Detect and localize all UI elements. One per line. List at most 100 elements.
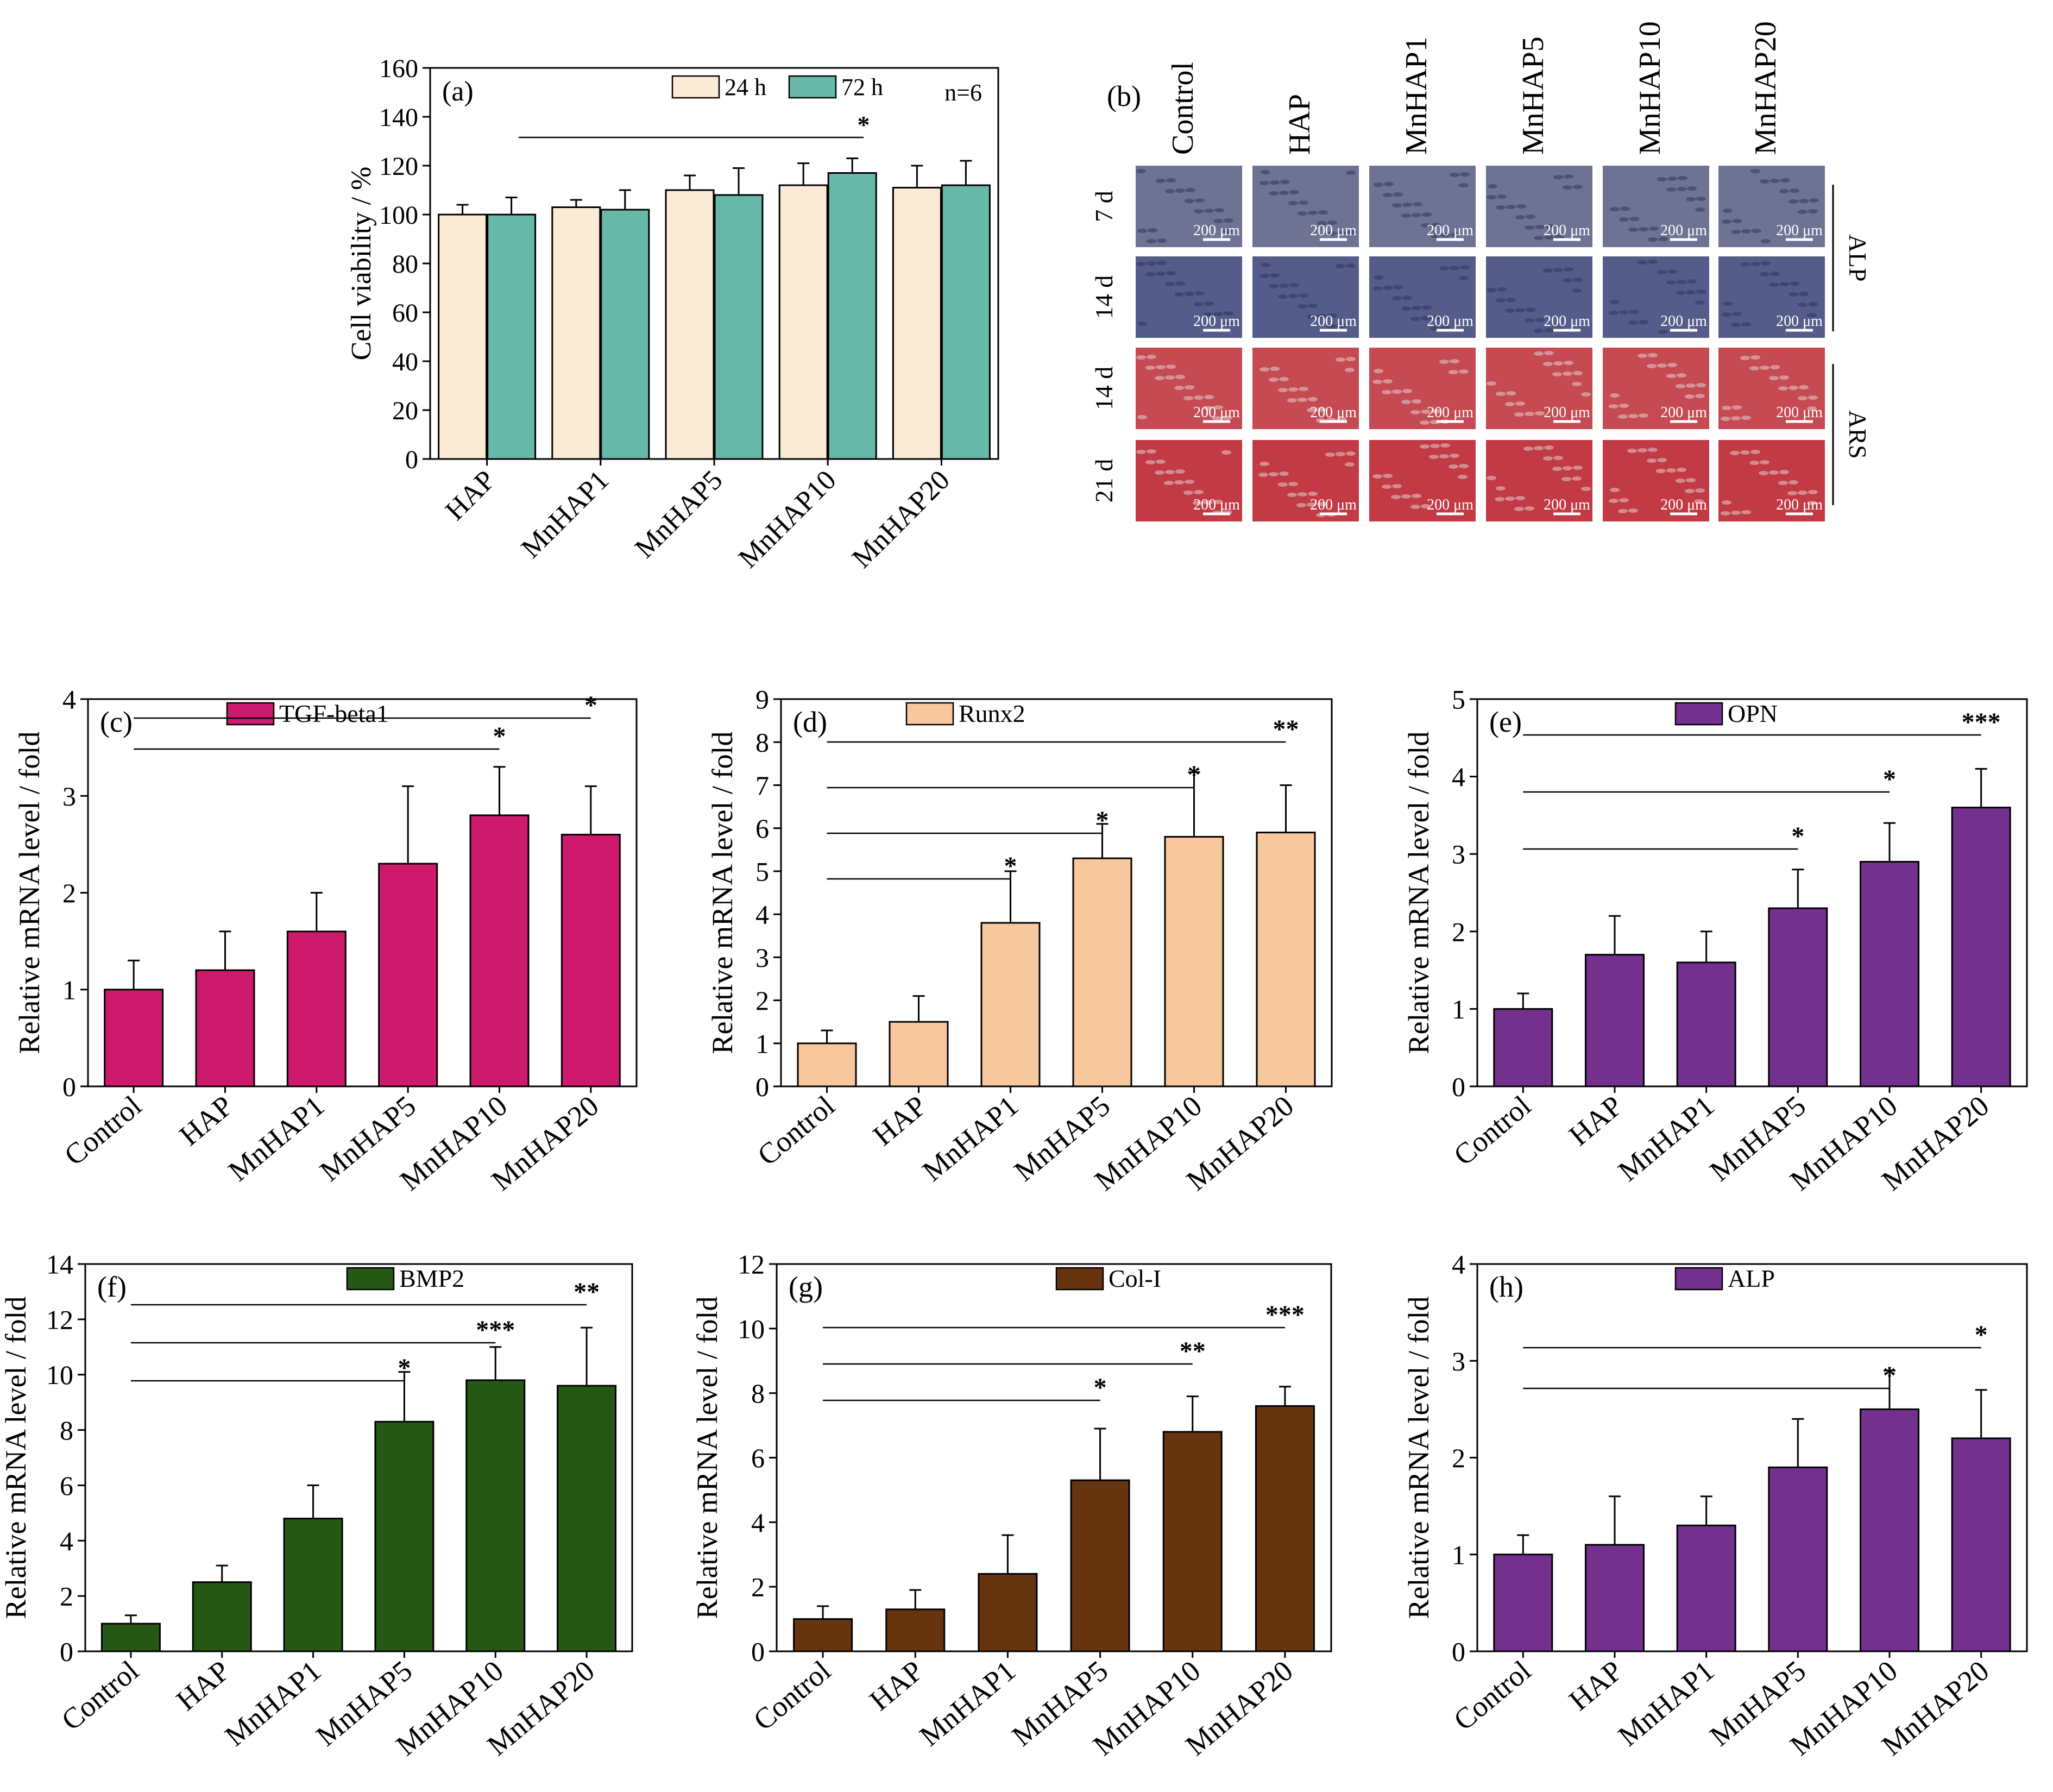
- stain-texture: [1156, 365, 1166, 369]
- stain-texture: [1687, 279, 1697, 284]
- stain-texture: [1543, 456, 1553, 461]
- stain-texture: [1449, 370, 1458, 374]
- stain-texture: [1731, 230, 1741, 234]
- bar: [885, 1608, 946, 1652]
- y-tick-label: 5: [755, 856, 769, 886]
- stain-texture: [1790, 188, 1799, 193]
- micrograph-tile: [1136, 166, 1242, 247]
- x-tick-label: MnHAP10: [733, 464, 842, 574]
- stain-texture: [1346, 171, 1356, 175]
- legend-swatch: [1055, 1267, 1104, 1291]
- legend-swatch: [226, 702, 275, 726]
- stain-texture: [1564, 174, 1573, 179]
- stain-texture: [1761, 239, 1771, 243]
- stain-texture: [1288, 201, 1298, 205]
- stain-texture: [1506, 391, 1516, 395]
- stain-texture: [1647, 364, 1657, 368]
- bar: [378, 863, 438, 1087]
- stain-texture: [1346, 263, 1356, 268]
- stain-texture: [1261, 263, 1270, 267]
- y-tick-label: 8: [60, 1415, 73, 1445]
- stain-texture: [1450, 454, 1459, 458]
- stain-texture: [1288, 482, 1298, 486]
- micrograph-tile: [1486, 348, 1592, 429]
- legend-label: 24 h: [725, 74, 766, 100]
- stain-texture: [1798, 396, 1808, 400]
- plot-frame: [1476, 698, 2028, 1087]
- group-label: ARS: [1844, 410, 1872, 458]
- stain-texture: [1563, 185, 1572, 190]
- stain-texture: [1317, 502, 1327, 506]
- stain-texture: [1298, 304, 1307, 309]
- stain-texture: [1203, 312, 1213, 317]
- stain-texture: [1421, 504, 1431, 508]
- stain-texture: [1535, 318, 1545, 322]
- stain-texture: [1760, 366, 1769, 370]
- stain-texture: [1429, 455, 1439, 459]
- y-tick-label: 9: [755, 684, 769, 715]
- stain-texture: [1287, 493, 1297, 497]
- stain-texture: [1573, 278, 1583, 282]
- stain-texture: [1374, 275, 1383, 280]
- stain-texture: [1299, 200, 1308, 205]
- panel-label: (c): [100, 706, 133, 738]
- stain-texture: [1175, 375, 1185, 379]
- y-tick-label: 140: [379, 103, 418, 132]
- stain-texture: [1788, 480, 1798, 485]
- micrograph-tile: [1369, 440, 1476, 521]
- scale-bar-label: 200 μm: [1427, 222, 1473, 239]
- bar: [557, 1385, 617, 1652]
- stain-texture: [1535, 411, 1545, 416]
- stain-texture: [1732, 219, 1742, 223]
- y-tick-label: 4: [751, 1507, 765, 1538]
- stain-texture: [1325, 452, 1335, 457]
- y-tick-label: 2: [1452, 1443, 1465, 1473]
- bar: [1768, 907, 1828, 1087]
- y-axis-label: Relative mRNA level / fold: [1402, 732, 1435, 1054]
- stain-texture: [1628, 414, 1638, 418]
- stain-texture: [1731, 511, 1741, 515]
- bar: [714, 194, 764, 460]
- scale-bar-label: 200 μm: [1193, 222, 1240, 239]
- stain-texture: [1552, 467, 1562, 471]
- stain-texture: [1543, 362, 1553, 366]
- stain-texture: [1807, 406, 1817, 411]
- bar: [1164, 836, 1224, 1087]
- significance-marker: *: [1883, 765, 1896, 794]
- scale-bar-label: 200 μm: [1544, 313, 1590, 330]
- stain-texture: [1327, 221, 1337, 225]
- stain-texture: [1278, 294, 1288, 299]
- stain-texture: [1145, 366, 1155, 370]
- stain-texture: [1279, 191, 1289, 195]
- stain-texture: [1137, 322, 1147, 326]
- stain-texture: [1638, 354, 1647, 358]
- y-axis-label: Relative mRNA level / fold: [691, 1297, 723, 1619]
- x-tick-label: HAP: [1563, 1089, 1628, 1152]
- stain-texture: [1460, 265, 1470, 269]
- y-tick-label: 0: [62, 1072, 76, 1102]
- bar: [551, 206, 601, 460]
- y-tick-label: 1: [1452, 994, 1465, 1024]
- scale-bar-label: 200 μm: [1310, 313, 1357, 330]
- stain-texture: [1204, 395, 1214, 399]
- y-tick-label: 100: [379, 201, 418, 230]
- stain-texture: [1410, 410, 1420, 414]
- stain-texture: [1799, 199, 1809, 203]
- bar: [1256, 832, 1316, 1087]
- stain-texture: [1317, 221, 1327, 225]
- stain-texture: [1440, 443, 1450, 448]
- y-tick-label: 4: [1452, 1249, 1465, 1280]
- stain-texture: [1185, 385, 1194, 389]
- stain-texture: [1337, 324, 1346, 328]
- y-tick-label: 120: [379, 152, 418, 181]
- staining-panel-b: (b) Control HAP MnHAP1 MnHAP5 MnHAP10 MnHAP20 7…: [1090, 21, 1872, 521]
- stain-texture: [1136, 355, 1146, 360]
- stain-texture: [1337, 231, 1346, 235]
- stain-texture: [1534, 236, 1544, 240]
- bar: [438, 213, 488, 460]
- stain-texture: [1213, 312, 1223, 316]
- stain-texture: [1289, 190, 1299, 194]
- y-tick-label: 3: [62, 781, 76, 812]
- stain-texture: [1317, 314, 1327, 318]
